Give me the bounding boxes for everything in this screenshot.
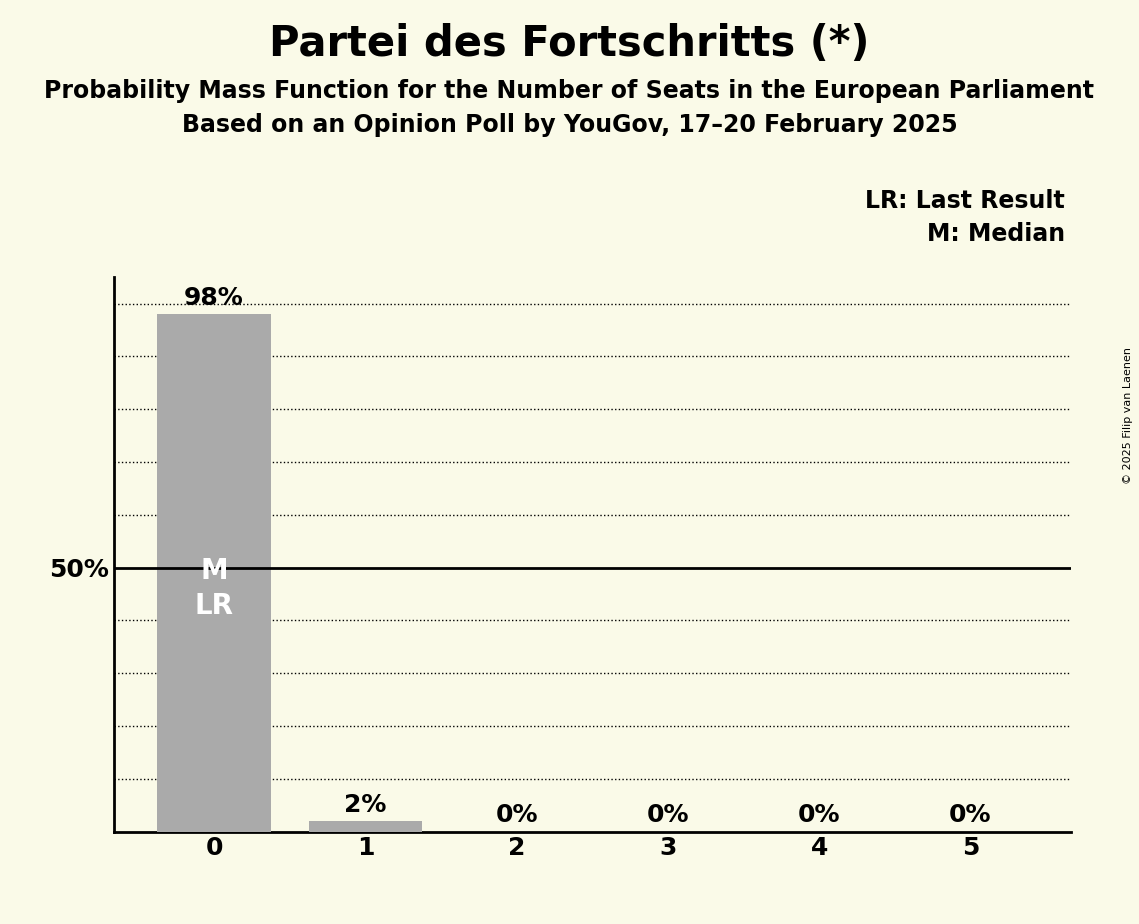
Text: LR: Last Result: LR: Last Result xyxy=(866,189,1065,213)
Text: © 2025 Filip van Laenen: © 2025 Filip van Laenen xyxy=(1123,347,1133,484)
Text: 0%: 0% xyxy=(647,803,689,827)
Text: 2%: 2% xyxy=(344,793,386,817)
Bar xyxy=(157,314,271,832)
Text: 98%: 98% xyxy=(185,286,244,310)
Text: Probability Mass Function for the Number of Seats in the European Parliament: Probability Mass Function for the Number… xyxy=(44,79,1095,103)
Text: 0%: 0% xyxy=(949,803,992,827)
Text: 0%: 0% xyxy=(798,803,841,827)
Text: Partei des Fortschritts (*): Partei des Fortschritts (*) xyxy=(269,23,870,65)
Text: M: Median: M: Median xyxy=(927,222,1065,246)
Bar xyxy=(309,821,423,832)
Text: Based on an Opinion Poll by YouGov, 17–20 February 2025: Based on an Opinion Poll by YouGov, 17–2… xyxy=(182,113,957,137)
Text: 0%: 0% xyxy=(495,803,538,827)
Text: M
LR: M LR xyxy=(195,557,233,620)
